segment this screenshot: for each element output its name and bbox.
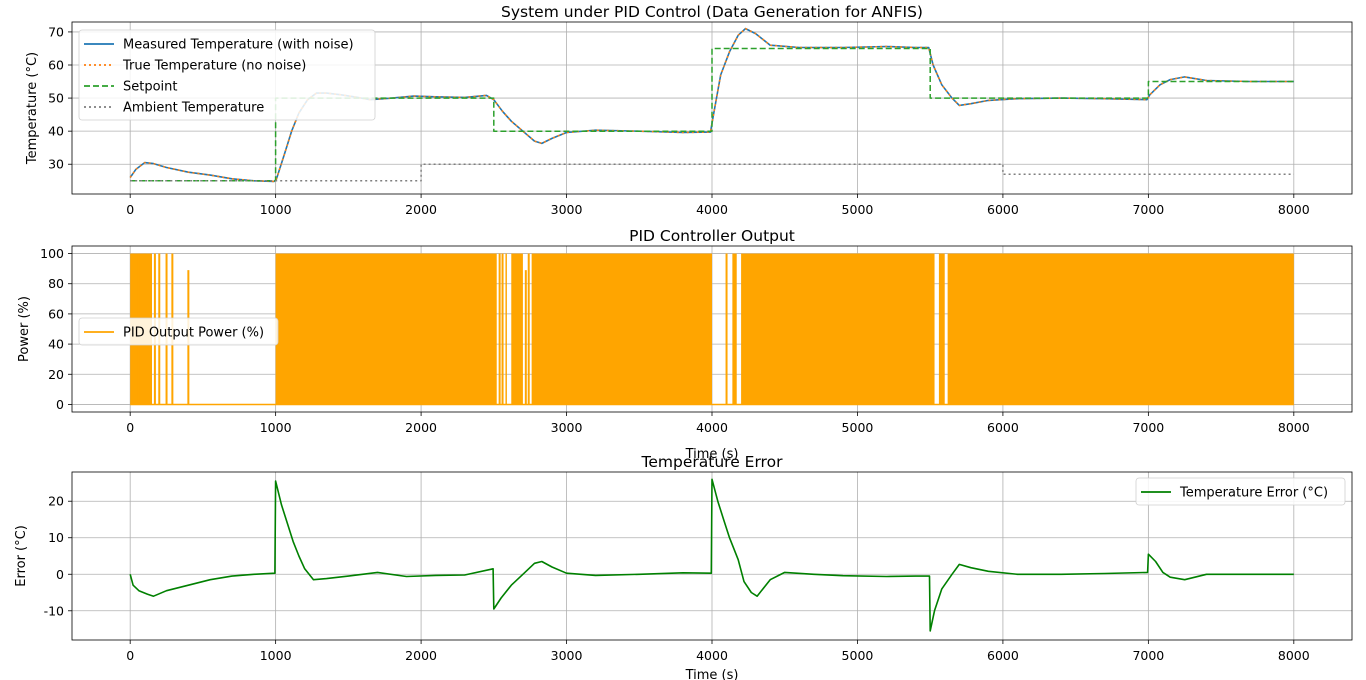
x-axis-label: Time (s) (685, 668, 739, 680)
legend-label: Ambient Temperature (123, 101, 264, 116)
output-band (938, 253, 945, 405)
legend-box (1135, 477, 1346, 506)
x-tick-label: 4000 (696, 202, 728, 217)
x-tick-label: 2000 (405, 648, 437, 663)
x-tick-label: 1000 (260, 648, 292, 663)
x-tick-label: 2000 (405, 420, 437, 435)
legend-label: Temperature Error (°C) (1179, 486, 1328, 501)
legend-label: Measured Temperature (with noise) (123, 38, 354, 53)
y-tick-label: 30 (48, 157, 64, 172)
x-tick-label: 8000 (1278, 648, 1310, 663)
output-band (741, 253, 935, 405)
chart-title: Temperature Error (641, 453, 784, 471)
x-tick-label: 6000 (987, 648, 1019, 663)
y-tick-label: 50 (48, 91, 64, 106)
x-tick-label: 8000 (1278, 420, 1310, 435)
x-tick-label: 3000 (551, 648, 583, 663)
y-tick-label: 60 (48, 306, 64, 321)
x-tick-label: 2000 (405, 202, 437, 217)
x-tick-label: 7000 (1132, 420, 1164, 435)
pid-output-panel: 0 1000 2000 3000 4000 5000 6000 7000 8000 0 20 40 60… (17, 227, 1353, 462)
x-tick-label: 7000 (1132, 202, 1164, 217)
series-line-0 (129, 27, 1294, 183)
series-line-2 (130, 47, 1294, 182)
legend: PID Output Power (%) (78, 317, 279, 346)
plot-area (129, 27, 1294, 183)
x-tick-label: 0 (126, 648, 134, 663)
y-tick-label: -10 (44, 603, 64, 618)
y-tick-label: 40 (48, 337, 64, 352)
x-tick-label: 8000 (1278, 202, 1310, 217)
y-axis-label: Error (°C) (14, 525, 29, 587)
legend-label: Setpoint (123, 80, 178, 95)
x-tick-label: 5000 (842, 648, 874, 663)
output-band (732, 253, 737, 405)
output-band (275, 253, 497, 405)
legend-label: True Temperature (no noise) (122, 59, 306, 74)
y-tick-label: 70 (48, 24, 64, 39)
y-tick-label: 100 (40, 246, 64, 261)
x-tick-label: 3000 (551, 420, 583, 435)
series-line-0 (129, 478, 1294, 632)
output-band (511, 253, 523, 405)
chart-title: System under PID Control (Data Generatio… (501, 3, 923, 21)
chart-title: PID Controller Output (629, 227, 795, 245)
y-tick-label: 40 (48, 124, 64, 139)
x-tick-label: 6000 (987, 202, 1019, 217)
legend-label: PID Output Power (%) (123, 326, 264, 341)
x-tick-label: 4000 (696, 648, 728, 663)
x-tick-label: 0 (126, 202, 134, 217)
legend: Measured Temperature (with noise) True Te… (78, 29, 376, 121)
temperature-panel: 0 1000 2000 3000 4000 5000 6000 7000 8000 30 40 50 6… (25, 3, 1353, 217)
x-axis-label: Time (s) (685, 447, 739, 462)
legend: Temperature Error (°C) (1135, 477, 1346, 506)
x-tick-label: 5000 (842, 420, 874, 435)
y-tick-label: 80 (48, 276, 64, 291)
x-tick-label: 1000 (260, 420, 292, 435)
x-tick-label: 7000 (1132, 648, 1164, 663)
output-band (947, 253, 1294, 405)
plot-area (129, 478, 1294, 632)
x-tick-label: 1000 (260, 202, 292, 217)
x-tick-label: 3000 (551, 202, 583, 217)
legend-box (78, 317, 279, 346)
y-axis-label: Temperature (°C) (25, 52, 40, 165)
y-tick-label: 10 (48, 530, 64, 545)
output-band (531, 253, 712, 405)
legend-box (78, 29, 376, 121)
x-tick-label: 4000 (696, 420, 728, 435)
output-band (505, 253, 507, 405)
y-tick-label: 0 (56, 397, 64, 412)
x-tick-label: 5000 (842, 202, 874, 217)
x-tick-label: 6000 (987, 420, 1019, 435)
plot-area (130, 253, 1294, 406)
y-axis-label: Power (%) (17, 296, 32, 362)
x-tick-label: 0 (126, 420, 134, 435)
y-tick-label: 0 (56, 567, 64, 582)
y-tick-label: 60 (48, 58, 64, 73)
y-tick-label: 20 (48, 367, 64, 382)
temperature-error-panel: 0 1000 2000 3000 4000 5000 6000 7000 8000 -10 0 10 2… (14, 453, 1353, 680)
y-tick-label: 20 (48, 494, 64, 509)
